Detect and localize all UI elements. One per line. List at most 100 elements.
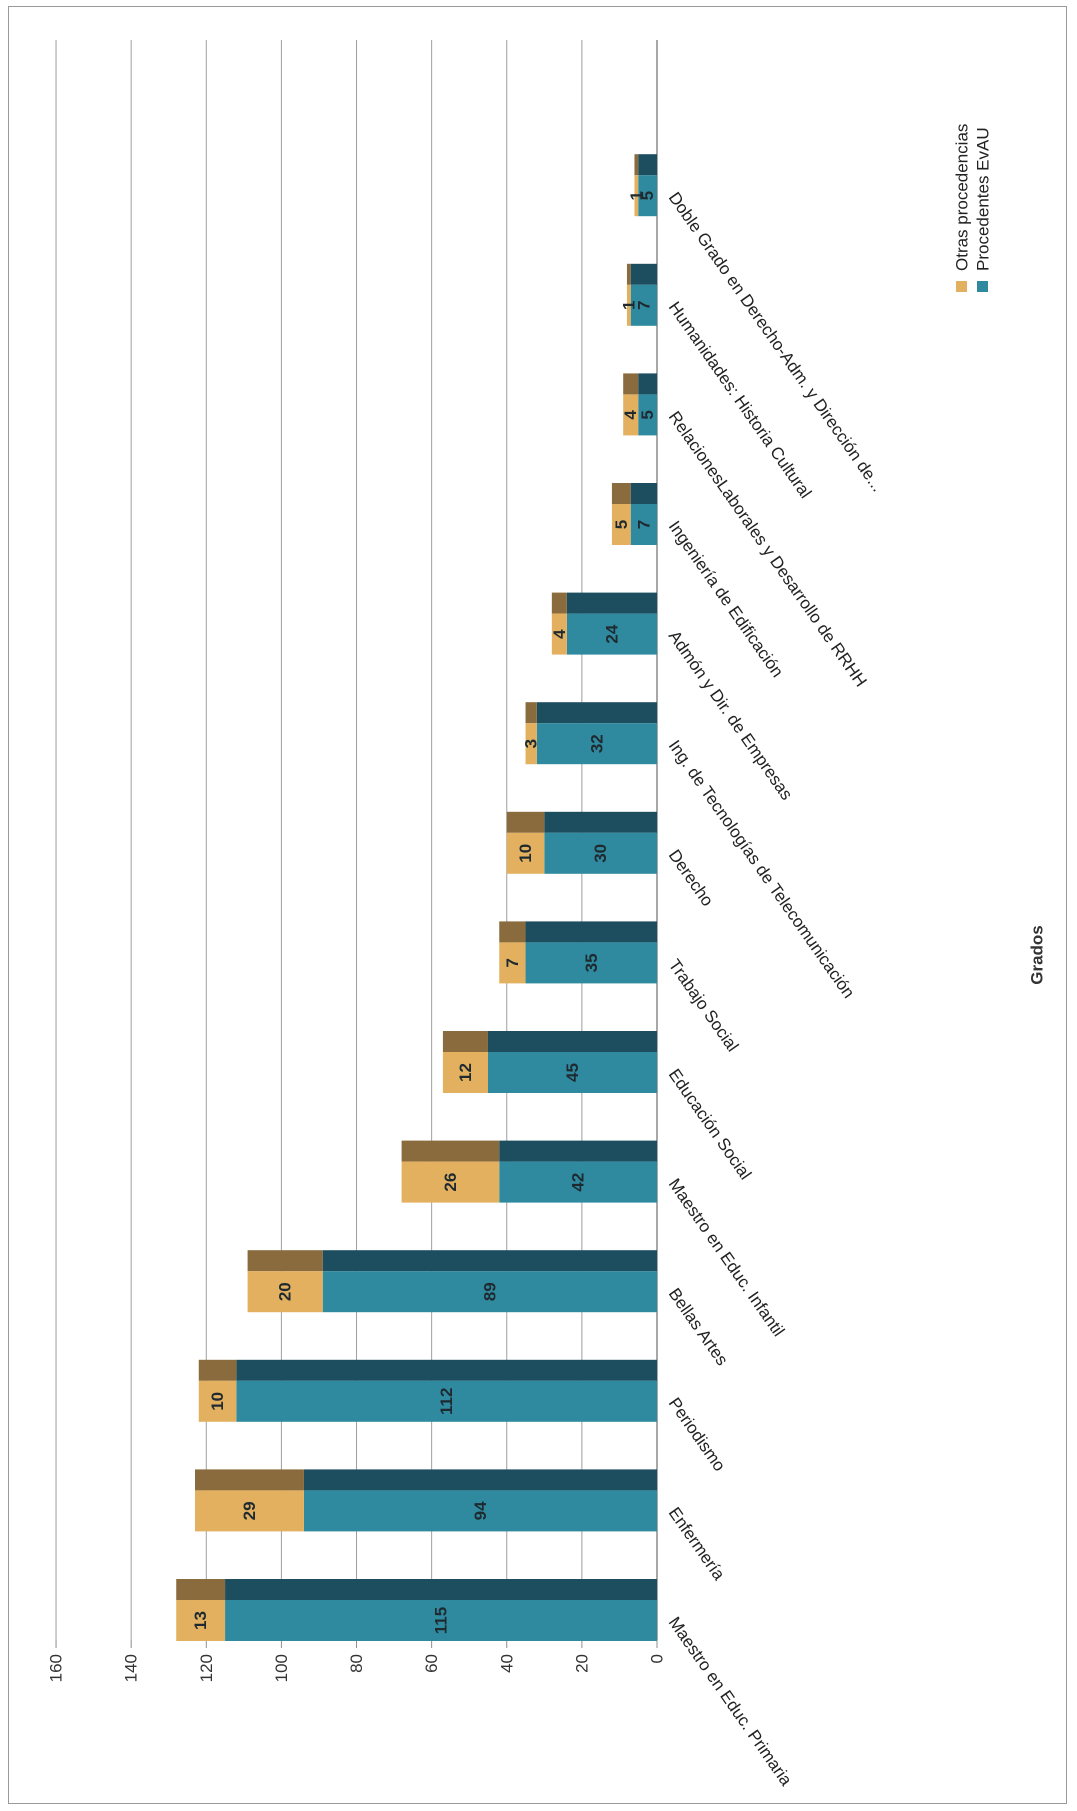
data-label-otras: 10 bbox=[516, 844, 535, 863]
data-label-evau: 94 bbox=[471, 1501, 490, 1520]
bar-evau-top bbox=[566, 592, 657, 614]
bar-otras bbox=[525, 723, 537, 765]
bar-otras-top bbox=[401, 1140, 500, 1162]
y-tick-label: 120 bbox=[197, 1654, 216, 1682]
y-tick-label: 60 bbox=[422, 1654, 441, 1673]
data-label-evau: 5 bbox=[638, 191, 657, 200]
data-label-evau: 42 bbox=[569, 1173, 588, 1192]
bar-evau bbox=[544, 832, 657, 874]
bar-evau-top bbox=[544, 811, 657, 833]
y-tick-label: 160 bbox=[47, 1654, 66, 1682]
bar-evau bbox=[499, 1161, 657, 1203]
bar-otras-top bbox=[611, 483, 631, 504]
bar-evau-top bbox=[322, 1250, 657, 1272]
data-label-evau: 30 bbox=[591, 844, 610, 863]
category-label: Trabajo Social bbox=[665, 956, 743, 1055]
bar-evau-top bbox=[630, 263, 657, 285]
y-tick-label: 0 bbox=[648, 1654, 667, 1663]
bar-otras bbox=[198, 1380, 237, 1422]
data-label-otras: 3 bbox=[522, 739, 541, 748]
data-label-otras: 1 bbox=[627, 191, 646, 200]
bar-otras bbox=[611, 504, 631, 545]
bar-otras-top bbox=[551, 592, 567, 614]
data-label-otras: 1 bbox=[619, 301, 638, 310]
bar-evau bbox=[525, 942, 657, 984]
bar-evau-top bbox=[499, 1140, 657, 1162]
bar-otras bbox=[442, 1052, 488, 1093]
bar-evau bbox=[638, 394, 657, 436]
data-labels: 1151394291121089204226451235730103232447… bbox=[191, 191, 657, 1634]
data-label-otras: 5 bbox=[612, 520, 631, 529]
legend-swatch bbox=[956, 281, 967, 292]
bar-evau-top bbox=[536, 702, 657, 724]
legend-label: Otras procedencias bbox=[953, 124, 972, 271]
bar-evau bbox=[630, 284, 657, 326]
data-label-evau: 24 bbox=[602, 624, 621, 643]
bar-otras-top bbox=[198, 1359, 237, 1381]
bar-evau bbox=[566, 613, 657, 655]
chart-frame bbox=[8, 6, 1067, 1804]
bar-evau bbox=[303, 1490, 657, 1532]
bar-otras-top bbox=[634, 154, 639, 176]
data-label-otras: 4 bbox=[621, 410, 640, 420]
bar-otras-top bbox=[442, 1031, 488, 1052]
y-tick-label: 20 bbox=[572, 1654, 591, 1673]
bar-otras-top bbox=[623, 373, 639, 395]
data-label-evau: 45 bbox=[563, 1063, 582, 1082]
category-labels: Maestro en Educ. Primaria Enfermería Perio… bbox=[665, 189, 888, 1790]
data-label-evau: 5 bbox=[638, 410, 657, 419]
data-label-otras: 7 bbox=[503, 958, 522, 967]
x-axis-title: Grados bbox=[1028, 925, 1047, 985]
bar-otras-top bbox=[195, 1469, 304, 1491]
y-tick-label: 140 bbox=[122, 1654, 141, 1682]
data-label-otras: 4 bbox=[550, 629, 569, 639]
bar-otras-top bbox=[525, 702, 537, 724]
bar-otras bbox=[176, 1600, 226, 1641]
legend: Otras procedencias Procedentes EvAU bbox=[953, 124, 993, 292]
data-label-evau: 7 bbox=[634, 301, 653, 310]
category-label: Periodismo bbox=[665, 1394, 729, 1475]
data-label-otras: 13 bbox=[191, 1611, 210, 1630]
category-label: Educación Social bbox=[665, 1065, 755, 1183]
bar-evau-top bbox=[236, 1359, 657, 1381]
bar-otras bbox=[401, 1161, 500, 1203]
bar-otras bbox=[623, 394, 639, 436]
bar-otras-top bbox=[247, 1250, 323, 1272]
bar-otras-top bbox=[176, 1579, 226, 1600]
category-label: Derecho bbox=[665, 846, 717, 910]
bar-evau-top bbox=[638, 154, 657, 176]
bar-evau-top bbox=[303, 1469, 657, 1491]
bar-otras bbox=[551, 613, 567, 655]
legend-label: Procedentes EvAU bbox=[974, 127, 993, 271]
data-label-evau: 35 bbox=[582, 953, 601, 972]
bar-otras bbox=[499, 942, 526, 984]
category-label: Maestro en Educ. Primaria bbox=[665, 1613, 796, 1789]
bar-evau bbox=[487, 1052, 657, 1093]
legend-swatch bbox=[977, 281, 988, 292]
bar-evau bbox=[536, 723, 657, 765]
data-label-otras: 12 bbox=[456, 1063, 475, 1082]
bar-otras-top bbox=[499, 921, 526, 943]
data-label-otras: 29 bbox=[240, 1501, 259, 1520]
bar-otras bbox=[247, 1271, 323, 1313]
category-label: Enfermería bbox=[665, 1504, 729, 1584]
bar-evau-top bbox=[525, 921, 657, 943]
bar-evau bbox=[630, 504, 657, 545]
data-label-evau: 89 bbox=[480, 1282, 499, 1301]
y-tick-label: 100 bbox=[272, 1654, 291, 1682]
y-tick-label: 80 bbox=[347, 1654, 366, 1673]
bar-evau-top bbox=[225, 1579, 657, 1600]
data-label-otras: 10 bbox=[208, 1392, 227, 1411]
data-label-evau: 112 bbox=[437, 1388, 456, 1415]
y-tick-label: 40 bbox=[497, 1654, 516, 1673]
bar-otras-top bbox=[626, 263, 631, 285]
bar-evau bbox=[236, 1380, 657, 1422]
bars bbox=[176, 154, 657, 1641]
y-axis-ticks: 0 20 40 60 80 100 120 140 160 bbox=[47, 1654, 667, 1682]
bar-otras bbox=[626, 284, 631, 326]
data-label-evau: 32 bbox=[587, 734, 606, 753]
bar-otras bbox=[634, 175, 639, 217]
data-label-otras: 20 bbox=[276, 1282, 295, 1301]
data-label-otras: 26 bbox=[441, 1173, 460, 1192]
bar-otras-top bbox=[506, 811, 545, 833]
